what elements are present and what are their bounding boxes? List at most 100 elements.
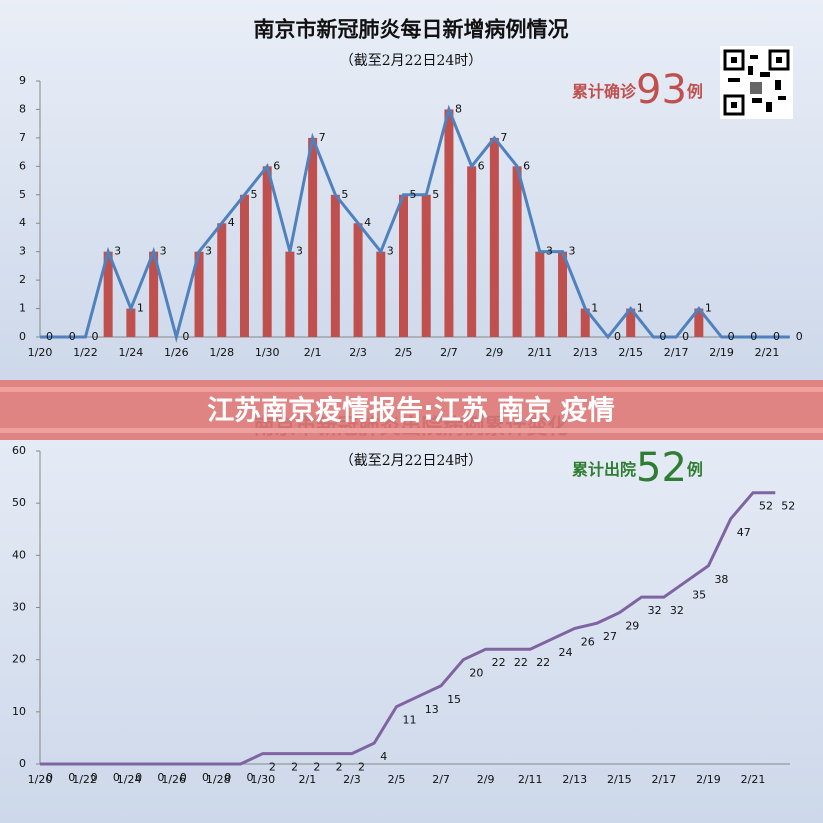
- bar: [126, 308, 136, 337]
- panel-background: [0, 380, 823, 823]
- data-label: 24: [558, 646, 572, 659]
- chart-subtitle: （截至2月22日24时）: [340, 453, 483, 469]
- data-label: 1: [705, 302, 712, 315]
- data-label: 32: [648, 604, 662, 617]
- data-label: 8: [455, 102, 462, 115]
- annotation-suffix: 例: [687, 460, 703, 479]
- data-label: 22: [514, 656, 528, 669]
- bar: [376, 251, 386, 337]
- bar: [399, 194, 408, 337]
- x-tick-label: 2/5: [395, 346, 413, 359]
- x-tick-label: 2/11: [527, 346, 552, 359]
- x-tick-label: 2/19: [709, 346, 734, 359]
- data-label: 5: [432, 188, 439, 201]
- data-label: 22: [492, 656, 506, 669]
- banner-stripe: [0, 387, 823, 392]
- bar: [262, 166, 272, 337]
- chart-subtitle: （截至2月22日24时）: [340, 53, 483, 69]
- data-label: 13: [425, 703, 439, 716]
- bar: [489, 137, 499, 337]
- data-label: 3: [569, 245, 576, 258]
- data-label: 0: [113, 771, 120, 784]
- data-label: 20: [469, 667, 483, 680]
- x-tick-label: 1/26: [164, 346, 189, 359]
- data-label: 2: [358, 761, 365, 774]
- bar: [535, 251, 545, 337]
- data-label: 52: [781, 500, 795, 513]
- data-label: 0: [659, 330, 666, 343]
- qr-code: [720, 46, 793, 119]
- data-label: 0: [773, 330, 780, 343]
- x-tick-label: 2/15: [618, 346, 643, 359]
- y-tick-label: 4: [19, 216, 26, 229]
- data-label: 32: [670, 604, 684, 617]
- data-label: 22: [536, 656, 550, 669]
- x-tick-label: 2/5: [388, 773, 406, 786]
- data-label: 26: [581, 635, 595, 648]
- data-label: 0: [247, 771, 254, 784]
- x-tick-label: 2/3: [349, 346, 367, 359]
- x-tick-label: 2/9: [486, 346, 504, 359]
- data-label: 3: [205, 245, 212, 258]
- bar: [558, 251, 568, 337]
- data-label: 0: [91, 771, 98, 784]
- y-tick-label: 20: [12, 653, 26, 666]
- data-label: 3: [160, 245, 167, 258]
- data-label: 0: [91, 330, 98, 343]
- data-label: 11: [403, 714, 417, 727]
- data-label: 0: [224, 771, 231, 784]
- data-label: 4: [364, 216, 371, 229]
- panel-background: [0, 0, 823, 380]
- bar: [308, 137, 318, 337]
- data-label: 35: [692, 588, 706, 601]
- y-tick-label: 10: [12, 705, 26, 718]
- x-tick-label: 1/24: [119, 346, 144, 359]
- x-tick-label: 2/19: [696, 773, 721, 786]
- bar: [512, 166, 522, 337]
- annotation-number: 93: [636, 67, 687, 113]
- bar: [285, 251, 295, 337]
- data-label: 0: [68, 771, 75, 784]
- data-label: 3: [114, 245, 121, 258]
- data-label: 5: [341, 188, 348, 201]
- y-tick-label: 30: [12, 601, 26, 614]
- data-label: 38: [714, 573, 728, 586]
- data-label: 0: [69, 330, 76, 343]
- data-label: 2: [313, 761, 320, 774]
- bar: [580, 308, 590, 337]
- data-label: 0: [202, 771, 209, 784]
- y-tick-label: 0: [19, 757, 26, 770]
- annotation-number: 52: [636, 445, 687, 491]
- data-label: 0: [750, 330, 757, 343]
- x-tick-label: 2/7: [440, 346, 458, 359]
- data-label: 3: [296, 245, 303, 258]
- data-label: 4: [380, 750, 387, 763]
- bar: [694, 308, 704, 337]
- data-label: 3: [546, 245, 553, 258]
- bar: [444, 109, 454, 337]
- y-tick-label: 1: [19, 302, 26, 315]
- y-tick-label: 5: [19, 188, 26, 201]
- y-tick-label: 40: [12, 548, 26, 561]
- bar: [421, 194, 431, 337]
- x-tick-label: 2/7: [432, 773, 450, 786]
- bar: [194, 251, 204, 337]
- data-label: 0: [46, 771, 53, 784]
- x-tick-label: 2/21: [755, 346, 780, 359]
- bar: [626, 308, 636, 337]
- x-tick-label: 1/20: [28, 346, 53, 359]
- bar: [103, 251, 113, 337]
- annotation-suffix: 例: [687, 82, 703, 101]
- bar: [217, 223, 227, 337]
- data-label: 6: [478, 159, 485, 172]
- x-tick-label: 1/26: [161, 773, 186, 786]
- y-tick-label: 6: [19, 159, 26, 172]
- x-tick-label: 2/1: [299, 773, 317, 786]
- line: [40, 104, 790, 343]
- y-tick-label: 60: [12, 444, 26, 457]
- data-label: 0: [46, 330, 53, 343]
- banner-stripe: [0, 428, 823, 433]
- data-label: 15: [447, 693, 461, 706]
- y-tick-label: 2: [19, 273, 26, 286]
- x-tick-label: 1/22: [72, 773, 97, 786]
